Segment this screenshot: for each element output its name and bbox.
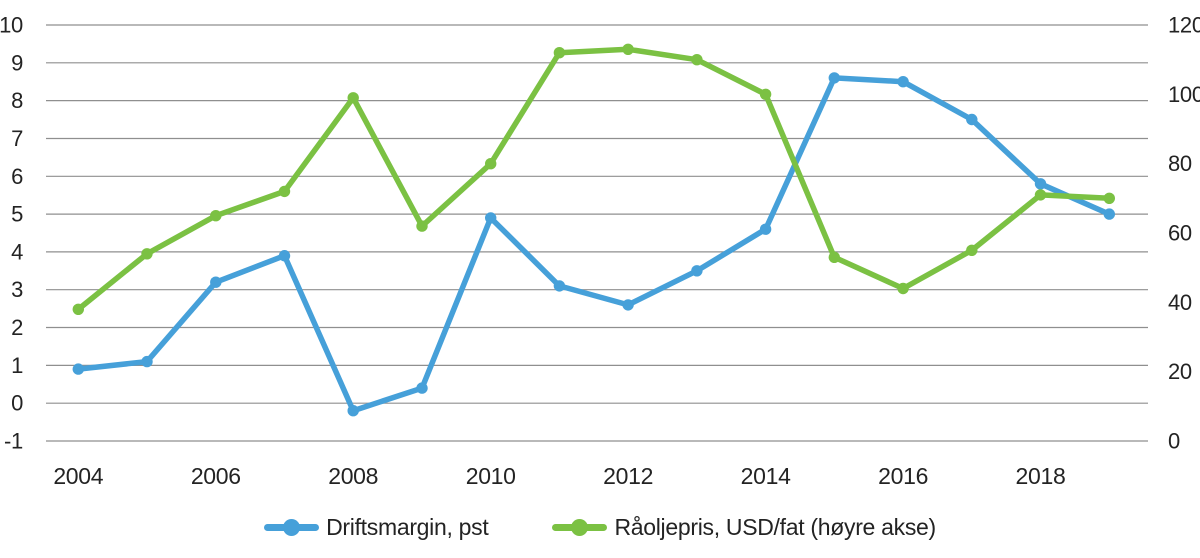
data-point-raoljepris-2005: [141, 248, 153, 260]
data-point-raoljepris-2016: [897, 282, 909, 295]
data-point-driftsmargin-2013: [691, 265, 703, 277]
data-point-driftsmargin-2017: [966, 113, 978, 126]
data-point-driftsmargin-2015: [828, 72, 840, 84]
legend-dot-swatch: [283, 519, 301, 536]
legend-item-driftsmargin: Driftsmargin, pst: [264, 514, 489, 541]
right-axis-tick-label: 40: [1168, 290, 1192, 315]
right-axis-tick-label: 20: [1168, 359, 1192, 384]
x-axis-tick-label: 2008: [328, 463, 378, 489]
right-axis-tick-label: 120: [1168, 13, 1200, 38]
left-axis-tick-label: -1: [4, 429, 23, 454]
x-axis-tick-label: 2018: [1016, 463, 1066, 489]
data-point-driftsmargin-2016: [897, 76, 909, 88]
right-axis-tick-label: 0: [1168, 429, 1180, 454]
data-point-raoljepris-2012: [622, 43, 634, 55]
x-axis-tick-labels: 2004 2006 2008 2010 2012 2014 2016 2018: [53, 463, 1065, 489]
data-point-driftsmargin-2018: [1034, 178, 1047, 190]
data-point-driftsmargin-2008: [347, 405, 359, 417]
series-line-raoljepris: [75, 46, 1113, 313]
gridlines: [46, 24, 1148, 442]
data-point-raoljepris-2013: [691, 54, 703, 66]
legend-line-marker-icon: [552, 519, 608, 537]
left-axis-tick-label: 8: [11, 88, 23, 113]
x-axis-tick-label: 2004: [53, 463, 103, 489]
left-axis-tick-label: 10: [0, 13, 23, 38]
data-point-raoljepris-2011: [553, 47, 566, 59]
data-point-driftsmargin-2005: [141, 355, 153, 368]
left-axis-tick-label: 2: [11, 315, 23, 340]
left-axis-tick-label: 3: [11, 277, 23, 302]
series-driftsmargin: [72, 72, 1116, 417]
series-raoljepris: [72, 43, 1116, 315]
x-axis-tick-label: 2010: [466, 463, 516, 489]
series-line-driftsmargin: [75, 75, 1113, 414]
data-point-raoljepris-2010: [485, 158, 497, 170]
left-axis-tick-label: 4: [11, 239, 23, 264]
legend: Driftsmargin, pst Råoljepris, USD/fat (h…: [0, 514, 1200, 541]
data-point-driftsmargin-2010: [485, 212, 497, 224]
data-point-driftsmargin-2009: [416, 382, 428, 394]
left-axis-tick-label: 1: [11, 353, 23, 378]
left-axis-tick-label: 0: [11, 391, 23, 416]
data-point-raoljepris-2018: [1034, 189, 1047, 201]
right-axis-tick-label: 60: [1168, 221, 1192, 246]
data-point-raoljepris-2015: [828, 251, 840, 263]
data-point-raoljepris-2008: [347, 92, 359, 104]
left-axis-tick-label: 9: [11, 50, 23, 75]
data-point-raoljepris-2006: [210, 210, 222, 222]
data-point-driftsmargin-2012: [622, 299, 634, 311]
left-axis-tick-label: 5: [11, 202, 23, 227]
legend-item-raoljepris: Råoljepris, USD/fat (høyre akse): [552, 514, 936, 541]
x-axis-tick-label: 2014: [741, 463, 791, 489]
legend-line-marker-icon: [264, 519, 320, 537]
data-point-driftsmargin-2004: [72, 363, 85, 375]
x-axis-tick-label: 2012: [603, 463, 653, 489]
legend-label-raoljepris: Råoljepris, USD/fat (høyre akse): [614, 514, 936, 540]
right-axis-tick-labels: 120 100 80 60 40 20 0: [1168, 13, 1200, 454]
legend-dot-swatch: [571, 519, 589, 536]
right-axis-tick-label: 100: [1168, 82, 1200, 107]
data-point-raoljepris-2017: [966, 244, 978, 256]
data-point-driftsmargin-2011: [553, 280, 566, 292]
data-point-raoljepris-2004: [72, 303, 85, 315]
x-axis-tick-label: 2016: [878, 463, 928, 489]
x-axis-tick-label: 2006: [191, 463, 241, 489]
data-point-driftsmargin-2006: [210, 276, 222, 288]
legend-label-driftsmargin: Driftsmargin, pst: [326, 514, 489, 540]
data-point-raoljepris-2009: [416, 220, 428, 232]
data-point-raoljepris-2014: [759, 88, 772, 101]
data-point-raoljepris-2007: [278, 185, 291, 198]
data-point-driftsmargin-2007: [278, 250, 291, 262]
left-axis-tick-label: 7: [11, 126, 23, 151]
data-point-raoljepris-2019: [1103, 192, 1116, 204]
right-axis-tick-label: 80: [1168, 151, 1192, 176]
data-point-driftsmargin-2019: [1103, 208, 1116, 220]
left-axis-tick-label: 6: [11, 164, 23, 189]
data-point-driftsmargin-2014: [759, 223, 772, 235]
